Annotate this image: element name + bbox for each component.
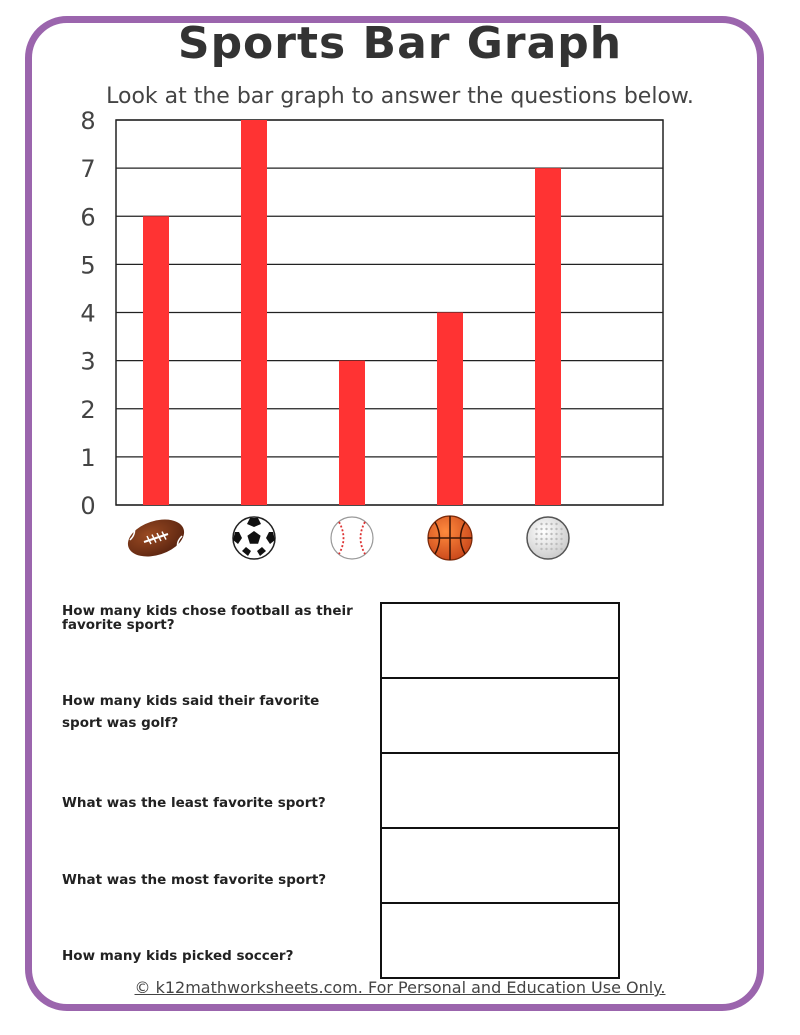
chart-category-icons (127, 515, 570, 561)
soccer-ball-icon (232, 516, 276, 560)
y-tick-label: 3 (80, 348, 95, 376)
answer-box-5[interactable] (380, 902, 620, 979)
bar-basketball (437, 312, 463, 505)
question-4: What was the most favorite sport? (62, 872, 327, 888)
basketball-icon (427, 515, 473, 561)
answer-box-4[interactable] (380, 827, 620, 904)
worksheet-title: Sports Bar Graph (177, 18, 623, 69)
football-icon (127, 519, 185, 557)
bar-football (143, 216, 169, 505)
chart-y-ticks: 0 1 2 3 4 5 6 7 8 (80, 107, 95, 520)
y-tick-label: 2 (80, 396, 95, 424)
worksheet-subtitle: Look at the bar graph to answer the ques… (106, 84, 694, 109)
y-tick-label: 1 (80, 444, 95, 472)
bar-soccer (241, 120, 267, 505)
y-tick-label: 5 (80, 251, 95, 279)
answer-box-3[interactable] (380, 752, 620, 829)
y-tick-label: 0 (80, 492, 95, 520)
worksheet-frame (25, 16, 764, 1011)
plot-area-border (115, 119, 664, 506)
chart-bars (143, 120, 561, 505)
question-3: What was the least favorite sport? (62, 795, 326, 811)
bar-golf (535, 168, 561, 505)
answer-box-2[interactable] (380, 677, 620, 754)
bar-baseball (339, 360, 365, 505)
copyright-footer[interactable]: © k12mathworksheets.com. For Personal an… (134, 978, 666, 997)
answer-box-1[interactable] (380, 602, 620, 679)
question-2: How many kids said their favorite sport … (62, 693, 320, 731)
y-tick-label: 8 (80, 107, 95, 135)
chart-gridlines (115, 119, 664, 506)
y-tick-label: 4 (80, 300, 95, 328)
question-5: How many kids picked soccer? (62, 948, 294, 964)
golf-ball-icon (526, 516, 570, 560)
baseball-icon (330, 516, 374, 560)
bar-chart: 0 1 2 3 4 5 6 7 8 (80, 107, 664, 561)
y-tick-label: 7 (80, 155, 95, 183)
y-tick-label: 6 (80, 203, 95, 231)
question-1: How many kids chose football as their fa… (62, 603, 353, 634)
